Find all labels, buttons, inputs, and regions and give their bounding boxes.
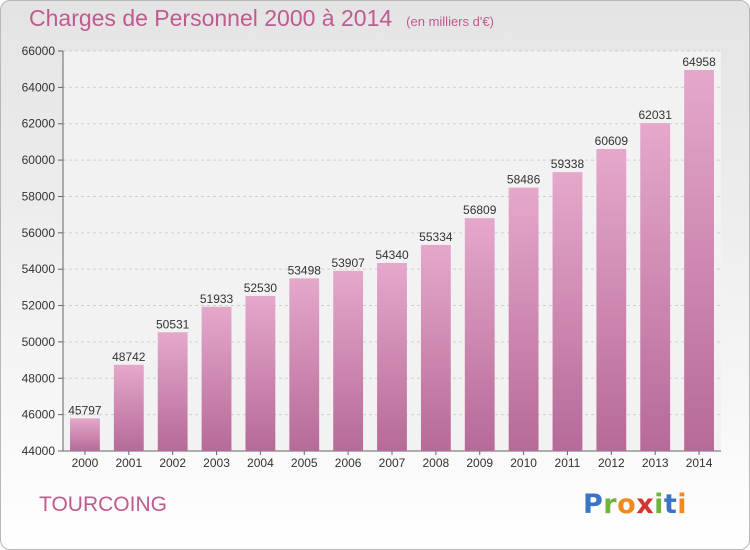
x-tick-label: 2010 <box>510 456 537 470</box>
bar-value-label: 59338 <box>551 157 585 171</box>
bar <box>113 364 144 451</box>
logo-letter: P <box>583 489 604 520</box>
x-tick-label: 2014 <box>686 456 713 470</box>
bar-value-label: 55334 <box>419 230 453 244</box>
logo-letter: t <box>663 489 678 520</box>
bar-value-label: 50531 <box>156 317 190 331</box>
bar <box>201 306 232 451</box>
bar <box>333 270 364 451</box>
logo-letter: i <box>654 489 664 520</box>
bar <box>464 218 495 451</box>
y-tick-label: 66000 <box>22 44 56 58</box>
logo-letter: r <box>603 489 618 520</box>
x-tick-label: 2000 <box>72 456 99 470</box>
y-tick-label: 56000 <box>22 226 56 240</box>
x-tick-label: 2012 <box>598 456 625 470</box>
chart-title: Charges de Personnel 2000 à 2014 (en mill… <box>29 5 494 32</box>
bar-value-label: 53498 <box>288 263 322 277</box>
y-tick-label: 44000 <box>22 444 56 458</box>
y-tick-label: 46000 <box>22 408 56 422</box>
bar <box>245 295 276 451</box>
x-tick-label: 2003 <box>203 456 230 470</box>
proxiti-logo: Proxiti <box>583 489 687 520</box>
y-tick-label: 50000 <box>22 335 56 349</box>
chart-title-text: Charges de Personnel 2000 à 2014 <box>29 5 393 31</box>
city-name: TOURCOING <box>39 493 167 516</box>
bar <box>508 187 539 452</box>
x-tick-label: 2002 <box>159 456 186 470</box>
x-tick-label: 2004 <box>247 456 274 470</box>
bar-value-label: 64958 <box>682 55 716 69</box>
bar-value-label: 52530 <box>244 281 278 295</box>
x-tick-label: 2011 <box>555 456 581 470</box>
bar <box>289 278 320 451</box>
y-tick-label: 54000 <box>22 262 56 276</box>
bar-value-label: 58486 <box>507 173 541 187</box>
x-tick-label: 2001 <box>115 456 142 470</box>
x-tick-label: 2008 <box>423 456 450 470</box>
bar <box>552 172 583 452</box>
logo-letter: o <box>617 489 637 520</box>
y-tick-label: 48000 <box>22 371 56 385</box>
y-tick-label: 52000 <box>22 299 56 313</box>
bar <box>70 418 100 451</box>
logo-letter: i <box>677 489 688 520</box>
x-tick-label: 2007 <box>379 456 406 470</box>
bar <box>640 123 671 451</box>
bar <box>157 332 188 451</box>
bar-value-label: 53907 <box>331 256 365 270</box>
bar-value-label: 62031 <box>639 108 673 122</box>
bar <box>420 244 451 451</box>
bar <box>377 263 407 451</box>
y-tick-label: 62000 <box>22 117 56 131</box>
x-tick-label: 2009 <box>466 456 493 470</box>
bar-value-label: 60609 <box>595 134 629 148</box>
x-tick-label: 2013 <box>642 456 669 470</box>
x-tick-label: 2006 <box>335 456 362 470</box>
bar-value-label: 56809 <box>463 203 497 217</box>
bar-value-label: 54340 <box>375 248 409 262</box>
bar-value-label: 48742 <box>112 350 146 364</box>
bar <box>684 69 714 451</box>
y-tick-label: 64000 <box>22 80 56 94</box>
x-tick-label: 2005 <box>291 456 318 470</box>
bar <box>596 149 627 451</box>
logo-letter: x <box>636 489 655 520</box>
bar-value-label: 45797 <box>68 403 102 417</box>
chart-subtitle: (en milliers d'€) <box>406 14 494 29</box>
y-tick-label: 60000 <box>22 153 56 167</box>
bar-value-label: 51933 <box>200 292 234 306</box>
y-tick-label: 58000 <box>22 189 56 203</box>
